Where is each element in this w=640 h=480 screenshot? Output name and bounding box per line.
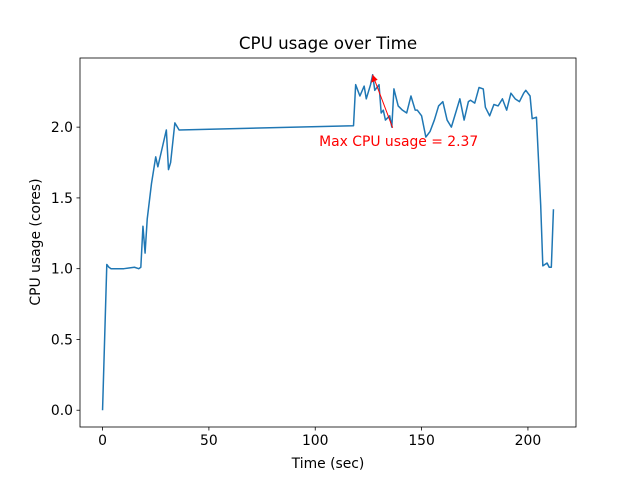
annotation-arrowhead: [371, 74, 378, 83]
y-tick-label: 1.0: [51, 262, 73, 278]
x-tick-label: 150: [408, 433, 435, 449]
y-tick-label: 0.0: [51, 403, 73, 419]
x-axis-label: Time (sec): [291, 456, 365, 472]
y-tick-label: 0.5: [51, 332, 73, 348]
annotation-text: Max CPU usage = 2.37: [319, 134, 478, 150]
y-axis-label: CPU usage (cores): [28, 178, 44, 305]
y-tick-label: 2.0: [51, 120, 73, 136]
chart-title: CPU usage over Time: [239, 33, 417, 53]
y-tick-label: 1.5: [51, 191, 73, 207]
data-line: [101, 74, 555, 411]
x-tick-label: 100: [302, 433, 329, 449]
x-tick-label: 200: [515, 433, 542, 449]
annotation-arrow: [372, 74, 394, 128]
x-tick-label: 50: [200, 433, 218, 449]
plot-frame: [79, 57, 577, 428]
x-tick-label: 0: [98, 433, 107, 449]
